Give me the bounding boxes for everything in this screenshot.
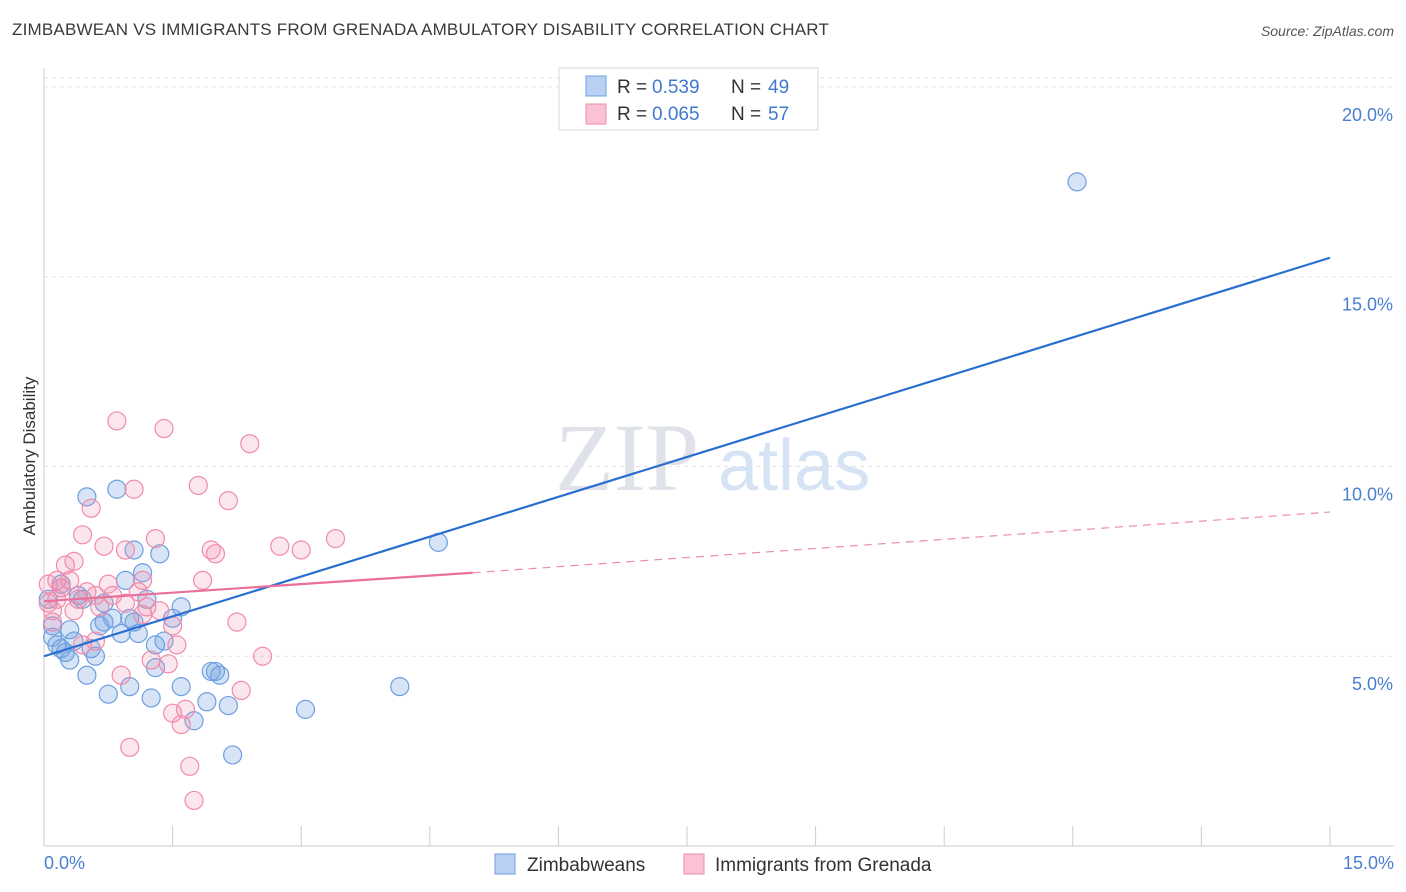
legend-r-value-1: 0.539 [652,77,700,98]
grenada-point-19 [115,540,136,560]
zimbabwean-point-15 [85,646,106,666]
grenada-point-33 [175,699,196,719]
grenada-point-46 [291,540,311,560]
grenada-point-37 [193,570,213,590]
zimbabwean-point-47 [390,677,410,697]
legend-r-label-1: R = [617,77,647,98]
grenada-point-40 [218,491,238,511]
y-tick-label-3: 20.0% [1342,105,1393,125]
source-credit: Source: ZipAtlas.com [1260,23,1394,39]
grenada-point-29 [158,654,178,674]
series-label-grenada: Immigrants from Grenada [715,855,932,876]
x-tick-label-left: 0.0% [44,853,85,873]
watermark-zip: ZIP [555,404,699,511]
grenada-point-20 [120,737,140,757]
grenada-point-52 [132,604,153,625]
grenada-point-21 [124,479,144,499]
legend-n-label-2: N = [731,104,761,125]
zimbabwean-point-34 [150,544,170,564]
legend-r-value-2: 0.065 [652,104,700,125]
grenada-trend-line-extension [472,511,1331,574]
grenada-point-17 [107,411,127,431]
grenada-point-42 [231,680,251,701]
series-label-zimbabweans: Zimbabweans [527,855,645,876]
series-legend: Zimbabweans Immigrants from Grenada [494,853,932,876]
grenada-point-11 [81,498,101,518]
grenada-trend-line [43,571,473,603]
x-tick-label-right: 15.0% [1343,853,1394,873]
grenada-point-26 [145,528,166,549]
zimbabwean-point-43 [210,665,230,685]
legend-r-label-2: R = [617,104,647,125]
zimbabwean-point-46 [295,699,316,719]
y-axis-label: Ambulatory Disability [20,376,39,535]
grenada-point-15 [98,574,118,594]
grenada-point-27 [150,601,170,621]
grenada-point-47 [325,528,346,549]
y-tick-labels: 5.0% 10.0% 15.0% 20.0% [1342,105,1393,694]
grenada-point-34 [180,756,200,776]
zimbabwean-point-35 [154,631,174,651]
legend-n-value-2: 57 [768,104,789,125]
grenada-point-31 [167,635,187,655]
grenada-point-14 [94,536,114,556]
grenada-point-35 [184,790,204,811]
grenada-point-25 [141,650,161,670]
axes [43,68,1394,847]
grenada-point-43 [240,434,260,454]
series-swatch-zimbabweans [494,853,516,875]
grenada-point-51 [115,593,136,613]
zimbabwean-point-44 [218,695,238,716]
zimbabwean-point-40 [197,692,217,712]
zimbabwean-point-49 [1067,172,1087,192]
scatter-points [38,172,1087,811]
legend-n-value-1: 49 [768,77,789,98]
legend-n-label-1: N = [731,77,761,98]
zimbabwean-point-29 [132,563,153,583]
grenada-point-49 [64,601,84,621]
zimbabwean-point-13 [77,665,97,685]
grenada-point-36 [188,475,208,496]
zimbabwean-point-31 [141,688,161,708]
grenada-point-9 [72,525,93,545]
grenada-point-53 [163,703,183,723]
zimbabwean-point-7 [60,620,80,640]
grenada-point-23 [132,570,153,590]
y-tick-label-1: 10.0% [1342,484,1393,504]
grenada-point-7 [64,551,84,571]
zimbabwean-point-12 [77,487,97,507]
grenada-point-56 [42,612,63,632]
legend-swatch-blue [585,75,607,97]
trend-lines [43,256,1331,658]
zimbabwean-point-19 [98,684,118,704]
grenada-point-30 [163,616,183,636]
grid-lines [44,77,1394,657]
grenada-point-44 [253,646,273,666]
series-swatch-grenada [683,853,705,875]
grenada-point-50 [85,585,106,606]
stats-legend: R = 0.539 N = 49 R = 0.065 N = 57 [558,67,819,131]
zimbabwean-point-21 [107,479,127,499]
legend-swatch-pink [585,103,607,125]
grenada-point-28 [154,418,174,439]
zimbabwean-trend-line [43,256,1331,658]
grenada-point-45 [270,536,290,556]
zimbabwean-point-45 [223,745,243,765]
zimbabwean-point-38 [171,677,191,697]
y-tick-label-2: 15.0% [1342,295,1393,315]
grenada-point-41 [227,612,247,632]
grenada-point-55 [51,578,71,598]
chart-title: ZIMBABWEAN VS IMMIGRANTS FROM GRENADA AM… [12,20,830,39]
grenada-point-18 [111,665,131,685]
zimbabwean-point-20 [102,608,123,628]
y-tick-label-0: 5.0% [1352,674,1393,694]
zimbabwean-point-8 [60,650,80,670]
grenada-point-39 [205,544,226,564]
